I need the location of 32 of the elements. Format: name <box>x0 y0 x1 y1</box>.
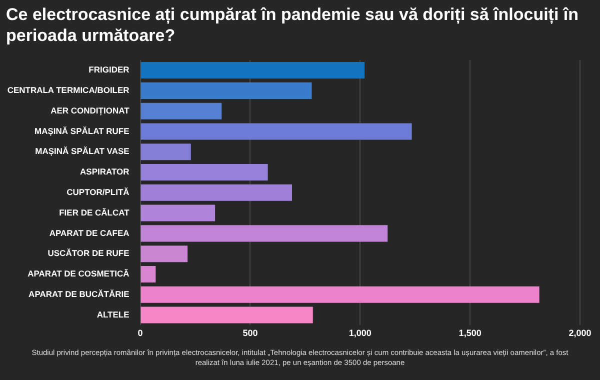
y-tick-label: CENTRALA TERMICA/BOILER <box>7 85 130 96</box>
y-tick-label: APARAT DE CAFEA <box>49 228 130 238</box>
y-tick-label: FRIGIDER <box>88 64 130 75</box>
bar <box>140 62 365 79</box>
bar <box>140 164 268 181</box>
bar <box>140 306 313 324</box>
bar <box>140 246 188 262</box>
y-tick-label: ALTELE <box>96 309 130 320</box>
x-tick-label: 0 <box>138 328 143 338</box>
y-tick-label: MAȘINĂ SPĂLAT RUFE <box>34 126 130 136</box>
y-tick-label: CUPTOR/PLITĂ <box>66 186 130 197</box>
bar <box>140 266 156 282</box>
y-tick-label: FIER DE CĂLCAT <box>59 207 130 218</box>
x-tick-label: 1,500 <box>458 328 482 338</box>
y-tick-label: USCĂTOR DE RUFE <box>48 248 130 258</box>
bar <box>140 225 388 242</box>
x-tick-label: 1,000 <box>348 328 372 338</box>
bar <box>140 286 540 303</box>
y-tick-label: MAȘINĂ SPĂLAT VASE <box>35 146 130 156</box>
bar <box>140 82 312 99</box>
y-tick-label: APARAT DE COSMETICĂ <box>28 268 130 279</box>
bar <box>140 204 216 222</box>
y-tick-label: ASPIRATOR <box>80 166 130 177</box>
chart-title: Ce electrocasnice ați cumpărat în pandemie sau vă doriți să înlocuiți în perioada următoare? <box>5 4 580 47</box>
bar <box>140 123 412 140</box>
bar <box>140 144 191 160</box>
x-tick-label: 500 <box>242 328 258 338</box>
bar <box>140 102 222 120</box>
y-tick-label: APARAT DE BUCĂTĂRIE <box>28 288 130 299</box>
y-tick-label: AER CONDIȚIONAT <box>50 105 130 116</box>
x-tick-label: 2,000 <box>568 328 592 338</box>
bar <box>140 184 292 201</box>
